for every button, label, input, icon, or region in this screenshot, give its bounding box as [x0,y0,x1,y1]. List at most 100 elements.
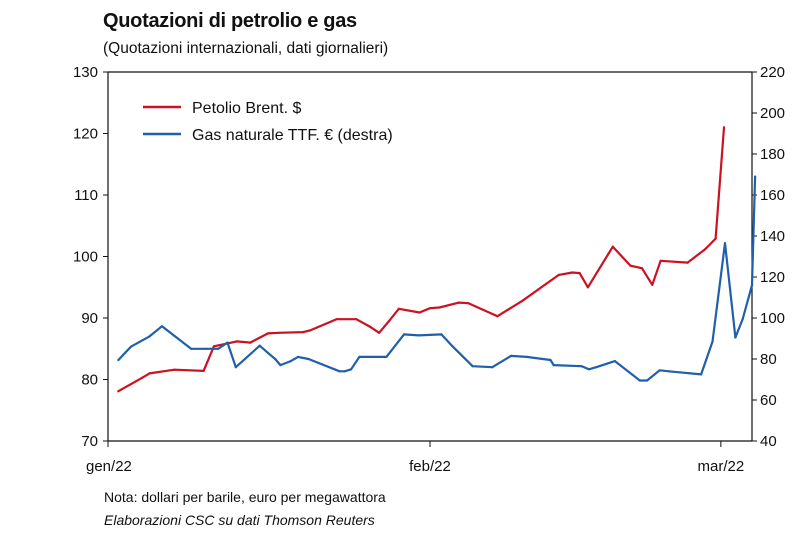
brent-data-point [651,283,654,286]
chart-subtitle: (Quotazioni internazionali, dati giornal… [103,40,389,57]
y-right-tick-label: 100 [760,310,785,327]
brent-data-point [368,325,371,328]
gas-data-point [638,379,641,382]
legend: Petolio Brent. $ Gas naturale TTF. € (des… [143,100,393,144]
brent-data-point [378,331,381,334]
brent-data-point [249,341,252,344]
brent-data-point [277,331,280,334]
gas-data-point [234,366,237,369]
brent-data-point [640,267,644,270]
legend-label-gas: Gas naturale TTF. € (destra) [192,127,393,144]
brent-data-point [335,318,338,321]
y-right-tick-label: 80 [760,351,777,368]
brent-data-point [173,368,176,371]
series-layer [117,126,757,393]
gas-data-point [350,368,353,371]
brent-data-point [212,345,215,348]
gas-data-point [217,347,220,350]
brent-data-point [141,376,144,379]
source-note: Elaborazioni CSC su dati Thomson Reuters [104,512,375,528]
y-right-tick-label: 200 [760,105,785,122]
x-tick-label: mar/22 [697,458,744,475]
gas-data-point [190,347,193,350]
gas-data-point [723,242,727,245]
y-left-tick-label: 90 [81,310,98,327]
brent-data-point [659,259,662,262]
gas-data-point [667,370,671,373]
axes-layer: 70 80 90 100 110 120 130 40 60 80 100 120 140 160 180 2… [73,64,785,475]
y-right-tick-label: 220 [760,64,785,81]
gas-data-point [734,336,737,339]
gas-data-point [509,354,513,357]
y-right-tick-label: 120 [760,269,785,286]
brent-data-point [629,264,632,267]
gas-data-point [491,366,494,369]
gas-series-line [117,175,757,382]
gas-data-point [279,364,282,367]
y-left-tick-label: 110 [74,187,98,204]
y-left-tick-label: 70 [81,433,98,450]
gas-data-point [358,355,361,358]
y-right-tick-label: 40 [760,433,777,450]
brent-data-point [521,299,524,302]
gas-data-point [580,365,583,368]
gas-data-point [451,345,454,348]
gas-data-point [129,345,132,348]
brent-data-point [235,340,238,343]
footnote: Nota: dollari per barile, euro per megaw… [104,489,386,505]
y-right-tick-label: 60 [760,392,777,409]
gas-data-point [741,317,744,321]
x-tick-label: gen/22 [86,458,132,475]
brent-data-point [388,319,391,322]
brent-data-point [714,237,717,240]
gas-data-point [549,358,552,362]
gas-data-point [297,355,300,358]
brent-series-line [117,126,726,393]
gas-data-point [385,355,388,358]
brent-data-point [496,315,499,318]
gas-data-point [711,340,714,343]
brent-data-point [458,301,461,304]
chart-title: Quotazioni di petrolio e gas [103,10,357,32]
gas-data-point [258,344,261,347]
brent-data-point [467,302,470,305]
gas-data-point [700,373,703,376]
brent-data-point [397,307,400,310]
gas-data-point [160,325,164,328]
y-left-tick-label: 130 [73,64,98,81]
gas-data-point [204,347,207,350]
gas-data-point [343,370,346,373]
gas-data-point [417,334,420,337]
gas-data-point [750,284,754,287]
brent-data-point [428,307,432,310]
brent-data-point [571,271,574,274]
brent-data-point [148,372,151,375]
gas-data-point [266,351,270,354]
brent-data-point [266,332,270,335]
y-right-tick-label: 140 [760,228,785,245]
gas-data-point [210,347,213,350]
brent-data-point [309,329,312,332]
gas-data-point [338,370,341,373]
brent-data-point [704,248,707,251]
legend-label-brent: Petolio Brent. $ [192,100,302,117]
brent-data-point [438,306,441,309]
y-left-tick-label: 100 [73,249,98,266]
brent-data-point [355,318,358,321]
x-tick-label: feb/22 [409,458,451,475]
y-right-tick-label: 180 [760,146,785,163]
gas-data-point [402,333,406,336]
brent-data-point [418,311,421,314]
brent-data-point [611,245,614,248]
brent-data-point [686,261,689,264]
gas-data-point [658,369,661,372]
gas-data-point [754,175,757,178]
brent-data-point [202,369,205,372]
brent-data-point [578,272,581,275]
y-right-tick-label: 160 [760,187,785,204]
gas-data-point [289,360,292,363]
gas-data-point [595,366,598,369]
gas-data-point [274,357,277,361]
gas-data-point [613,360,617,363]
